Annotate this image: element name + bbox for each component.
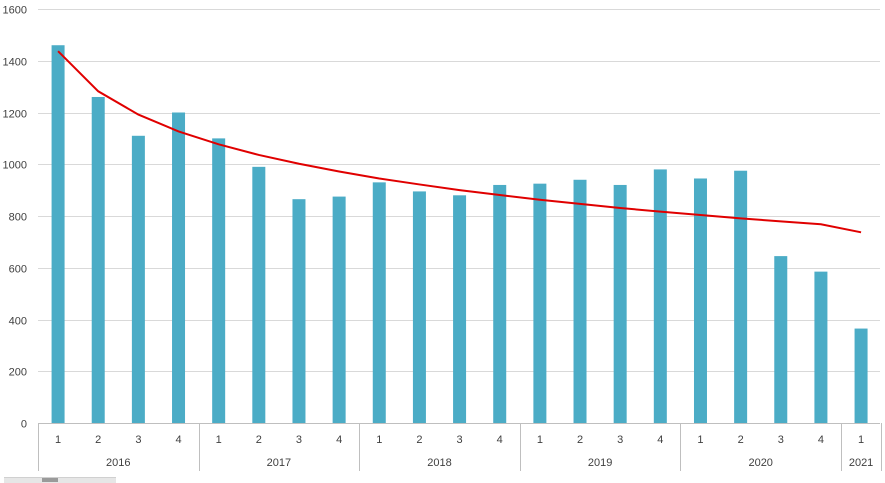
quarter-label: 2 (416, 434, 422, 446)
quarter-label: 1 (55, 434, 61, 446)
bar (252, 166, 266, 423)
year-label: 2019 (588, 457, 612, 469)
quarter-label: 3 (135, 434, 141, 446)
year-label: 2017 (267, 457, 291, 469)
y-tick-label: 400 (9, 316, 27, 328)
quarter-label: 1 (376, 434, 382, 446)
y-tick-label: 1000 (3, 160, 27, 172)
bar (453, 195, 467, 423)
quarter-label: 1 (697, 434, 703, 446)
quarter-label: 3 (617, 434, 623, 446)
y-tick-label: 600 (9, 264, 27, 276)
horizontal-scrollbar[interactable] (4, 477, 116, 483)
bar (332, 196, 346, 423)
bar (51, 45, 65, 423)
quarter-label: 4 (336, 434, 342, 446)
quarter-label: 2 (577, 434, 583, 446)
bar (814, 271, 828, 423)
y-tick-label: 1400 (3, 57, 27, 69)
bar (854, 328, 868, 423)
bar (172, 112, 186, 423)
bar-series (51, 45, 868, 424)
year-label: 2016 (106, 457, 130, 469)
x-axis: 1 2 3 4 2016 1 2 3 4 2017 1 2 3 4 2018 1 2 3 4 2019 1 2 3 4 2020… (38, 423, 882, 471)
bar (734, 170, 748, 423)
bar (774, 256, 788, 423)
quarter-label: 3 (457, 434, 463, 446)
quarter-label: 4 (175, 434, 181, 446)
year-label: 2020 (748, 457, 772, 469)
bar (91, 96, 105, 423)
y-tick-label: 200 (9, 367, 27, 379)
quarter-label: 3 (296, 434, 302, 446)
y-tick-label: 1200 (3, 109, 27, 121)
bar (292, 199, 306, 423)
trend-line (57, 50, 862, 234)
quarter-label: 4 (497, 434, 503, 446)
quarter-label: 1 (858, 434, 864, 446)
bar (693, 178, 707, 423)
quarter-label: 3 (778, 434, 784, 446)
y-tick-label: 800 (9, 212, 27, 224)
bar (573, 179, 587, 423)
quarter-label: 2 (738, 434, 744, 446)
quarter-label: 2 (95, 434, 101, 446)
quarter-label: 1 (216, 434, 222, 446)
quarter-label: 1 (537, 434, 543, 446)
bar (131, 135, 145, 424)
y-tick-label: 0 (21, 419, 27, 431)
quarter-label: 4 (818, 434, 824, 446)
quarter-label: 2 (256, 434, 262, 446)
year-label: 2021 (849, 457, 873, 469)
y-axis: 0 200 400 600 800 1000 1200 1400 1600 (3, 5, 27, 431)
quarter-label: 4 (657, 434, 663, 446)
scrollbar-thumb[interactable] (42, 478, 58, 482)
bar (613, 184, 627, 423)
bar (212, 138, 226, 424)
bar (653, 169, 667, 423)
bar (412, 191, 426, 423)
year-label: 2018 (427, 457, 451, 469)
bar (372, 182, 386, 423)
bar (533, 183, 547, 423)
bar (493, 184, 507, 423)
y-tick-label: 1600 (3, 5, 27, 17)
